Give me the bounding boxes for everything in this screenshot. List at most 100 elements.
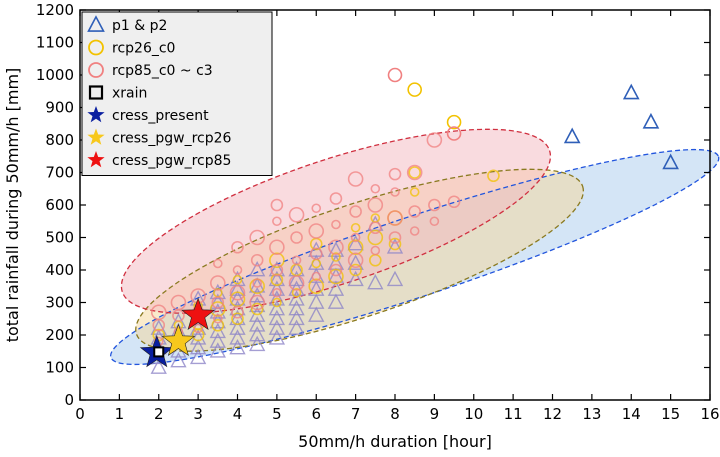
point-p1p2-66 — [347, 270, 364, 287]
point-rcp85-31 — [309, 247, 323, 261]
point-rcp26-18 — [291, 287, 302, 298]
point-rcp85-47 — [387, 210, 403, 226]
point-rcp85-35 — [328, 239, 344, 256]
point-rcp26-10 — [231, 312, 244, 326]
legend-marker-xrain — [88, 85, 104, 100]
cress-stars — [139, 297, 216, 368]
point-rcp26-20 — [308, 278, 325, 295]
y-axis-label: total rainfall during 50mm/h [mm] — [3, 68, 22, 343]
legend-marker-cress_pgw_rcp85 — [87, 151, 105, 168]
point-rcp85-32 — [308, 223, 325, 239]
point-rcp26-27 — [350, 222, 361, 233]
point-p1p2-30 — [229, 280, 246, 296]
point-p1p2-75 — [642, 112, 660, 129]
x-tick-label-3: 3 — [193, 405, 203, 423]
point-rcp85-13 — [231, 305, 244, 319]
point-p1p2-33 — [249, 325, 266, 342]
point-p1p2-55 — [308, 306, 325, 322]
ellipse-outline-1 — [135, 168, 585, 352]
point-rcp85-33 — [311, 203, 322, 214]
ellipse-outline-0 — [109, 148, 720, 366]
point-p1p2-68 — [347, 234, 364, 251]
y-tick-label-300: 300 — [45, 294, 74, 312]
y-tick-label-1000: 1000 — [36, 66, 74, 84]
point-p1p2-35 — [249, 306, 266, 322]
point-rcp26-23 — [328, 268, 344, 285]
point-p1p2-5 — [170, 351, 187, 368]
point-rcp26-34 — [408, 166, 421, 179]
point-p1p2-50 — [288, 299, 305, 316]
point-rcp85-44 — [367, 197, 384, 213]
point-rcp85-37 — [329, 192, 343, 205]
point-p1p2-19 — [209, 322, 226, 339]
point-rcp26-24 — [331, 252, 341, 262]
point-rcp85-53 — [406, 164, 423, 181]
legend-label-cress_pgw_rcp85: cress_pgw_rcp85 — [112, 153, 231, 169]
point-rcp85-51 — [409, 226, 420, 236]
point-rcp85-9 — [213, 313, 223, 324]
point-rcp85-30 — [311, 271, 322, 282]
point-rcp85-52 — [408, 205, 421, 218]
y-tick-label-700: 700 — [45, 164, 74, 182]
point-rcp85-56 — [426, 132, 443, 148]
point-p1p2-41 — [268, 319, 286, 335]
point-cress_pgw_rcp85-0 — [181, 297, 216, 331]
x-tick-label-1: 1 — [115, 405, 125, 423]
point-rcp85-23 — [269, 239, 285, 256]
point-rcp85-11 — [210, 275, 226, 291]
x-tick-label-10: 10 — [464, 405, 483, 423]
point-p1p2-76 — [662, 153, 679, 170]
x-tick-label-14: 14 — [622, 405, 641, 423]
x-tick-label-5: 5 — [272, 405, 282, 423]
axis-ticks: 0 1 2 3 4 5 6 7 8 9 10 11 12 13 14 15 160100200300400500… — [36, 1, 720, 423]
x-tick-label-4: 4 — [233, 405, 243, 423]
ellipse-outline-2 — [120, 128, 552, 314]
point-p1p2-71 — [386, 270, 404, 287]
point-rcp85-19 — [250, 253, 264, 267]
x-tick-label-13: 13 — [582, 405, 601, 423]
point-rcp26-31 — [388, 237, 402, 251]
point-p1p2-45 — [268, 280, 286, 296]
legend-marker-rcp26 — [88, 39, 104, 56]
point-p1p2-42 — [268, 309, 286, 326]
legend-label-xrain: xrain — [112, 86, 147, 102]
point-rcp85-49 — [388, 167, 402, 181]
point-p1p2-65 — [327, 241, 345, 257]
point-rcp85-6 — [193, 323, 203, 334]
y-tick-label-400: 400 — [45, 261, 74, 279]
point-rcp85-18 — [252, 278, 262, 288]
y-tick-label-1200: 1200 — [36, 1, 74, 19]
point-rcp85-15 — [232, 265, 243, 275]
point-rcp85-46 — [388, 231, 402, 244]
point-p1p2-39 — [249, 260, 266, 277]
point-p1p2-69 — [367, 273, 384, 290]
point-rcp85-54 — [429, 216, 440, 227]
point-p1p2-74 — [622, 83, 640, 100]
y-tick-label-500: 500 — [45, 229, 74, 247]
point-p1p2-67 — [347, 254, 364, 270]
point-p1p2-57 — [308, 280, 325, 296]
point-rcp26-13 — [250, 302, 264, 316]
point-p1p2-48 — [288, 319, 305, 335]
point-rcp85-24 — [272, 216, 282, 227]
point-rcp26-36 — [446, 114, 462, 130]
point-p1p2-51 — [288, 290, 305, 306]
point-rcp85-39 — [350, 232, 361, 243]
x-tick-label-0: 0 — [75, 405, 85, 423]
point-rcp26-26 — [347, 239, 364, 256]
point-rcp26-37 — [487, 169, 500, 183]
point-p1p2-63 — [327, 267, 345, 283]
x-tick-label-8: 8 — [390, 405, 400, 423]
legend-label-cress_present: cress_present — [112, 108, 209, 124]
point-p1p2-56 — [308, 293, 325, 309]
legend-marker-rcp85 — [88, 62, 104, 78]
point-rcp85-27 — [291, 255, 302, 266]
point-rcp26-12 — [232, 274, 243, 285]
point-p1p2-10 — [189, 348, 207, 365]
point-rcp85-20 — [249, 229, 265, 246]
point-p1p2-40 — [268, 329, 286, 345]
point-p1p2-25 — [229, 329, 246, 345]
point-p1p2-49 — [288, 309, 305, 326]
point-rcp85-14 — [229, 284, 246, 301]
